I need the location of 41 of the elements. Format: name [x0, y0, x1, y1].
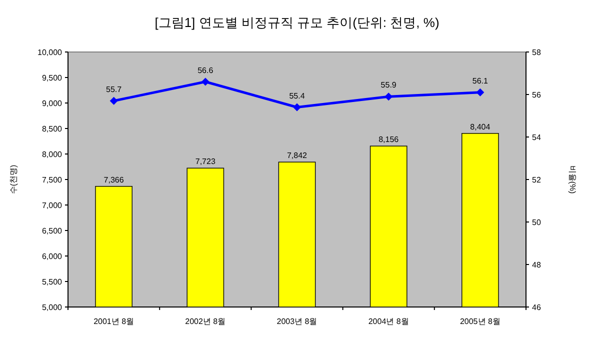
data-label: 7,366 [104, 175, 124, 184]
y-tick-label: 7,500 [42, 176, 63, 184]
y-tick-label: 10,000 [38, 48, 63, 57]
data-label: 7,842 [286, 151, 308, 160]
data-label: 56.1 [472, 76, 489, 86]
y2-tick-label: 54 [532, 133, 542, 142]
y2-tick-label: 58 [532, 48, 542, 57]
x-tick-label: 2001년 8월 [94, 317, 134, 326]
y-tick-label: 7,000 [42, 201, 63, 210]
x-tick-label: 2005년 8월 [460, 317, 500, 326]
data-label: 8,404 [470, 122, 491, 132]
point [384, 92, 393, 101]
y2-tick-label: 50 [532, 218, 542, 227]
y-tick-label: 9,000 [42, 99, 63, 108]
x-tick-label: 2004년 8월 [368, 317, 409, 326]
y-tick-label: 8,500 [42, 124, 63, 134]
x-tick-label: 2002년 8월 [185, 317, 226, 326]
y-tick-label: 5,500 [42, 278, 63, 286]
data-label: 55.4 [289, 91, 306, 100]
y2-tick-label: 48 [532, 260, 542, 270]
y-tick-label: 8,000 [42, 150, 63, 159]
data-label: 55.7 [106, 84, 122, 94]
data-label: 56.6 [198, 66, 214, 75]
point [110, 96, 118, 105]
point [201, 78, 210, 86]
x-tick-label: 2003년 8월 [276, 317, 318, 326]
chart-title: [그림1] 연도별 비정규직 규모 추이(단위: 천명, %) [154, 15, 440, 30]
y-tick-label: 5,000 [42, 303, 63, 312]
point [293, 103, 301, 112]
y2-tick-label: 46 [532, 303, 542, 312]
data-label: 55.9 [380, 80, 397, 90]
data-label: 7,723 [195, 157, 216, 166]
y2-axis-title: 비율(%) [568, 165, 577, 194]
y-tick-label: 6,500 [42, 226, 63, 236]
y-tick-label: 9,500 [42, 74, 63, 82]
data-label: 8,156 [378, 135, 400, 144]
point [476, 88, 484, 96]
y-tick-label: 6,000 [42, 252, 63, 261]
y2-tick-label: 56 [532, 90, 542, 100]
y2-tick-label: 52 [532, 176, 542, 184]
y-axis-title: 수(천명) [9, 164, 18, 194]
